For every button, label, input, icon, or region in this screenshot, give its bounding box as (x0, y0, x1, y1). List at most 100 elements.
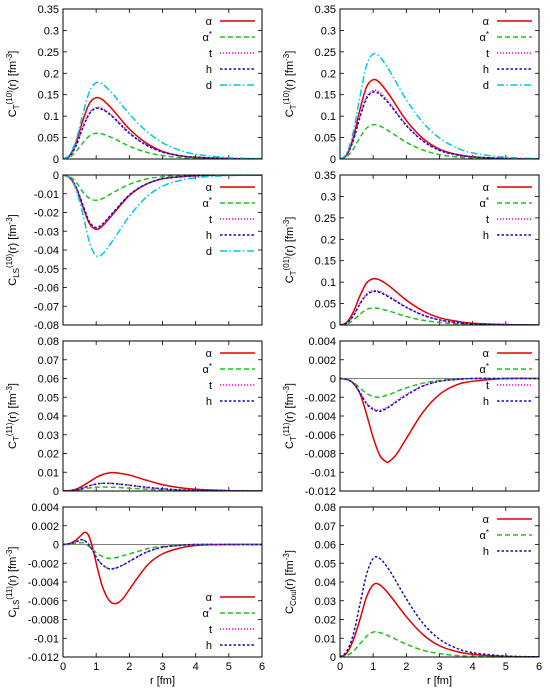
y-tick-label: 0.25 (38, 47, 59, 59)
y-tick-label: -0.008 (305, 449, 336, 461)
y-tick-label: 0.004 (31, 502, 59, 514)
y-tick-label: 0.01 (315, 633, 336, 645)
y-tick-label: -0.004 (28, 577, 59, 589)
series-line-h (340, 556, 539, 657)
y-tick-label: 0.08 (315, 502, 336, 514)
y-tick-label: 0 (330, 154, 336, 166)
plot-frame (339, 8, 540, 160)
y-tick-label: 0.04 (315, 577, 336, 589)
legend-label-alpha_star: α* (480, 30, 489, 44)
y-tick-label: -0.01 (34, 633, 59, 645)
series-line-t (63, 175, 262, 230)
legend-label-alpha: α (483, 514, 490, 526)
y-tick-label: -0.02 (34, 208, 59, 220)
y-tick-label: 0.3 (44, 25, 59, 37)
y-axis-label: CT(11)(r) [fm-3] (282, 383, 298, 449)
x-tick-label: 6 (536, 661, 542, 673)
series-line-alpha (340, 377, 539, 464)
series-line-t (63, 106, 262, 159)
y-tick-label: -0.012 (28, 652, 59, 664)
y-tick-label: 0.002 (31, 521, 59, 533)
chart-panel-row4-right: 0 0.01 0.02 0.03 0.04 0.05 0.06 0.07 0.08 0 1 2 3 4 5 6… (282, 502, 542, 687)
series-line-alpha_star (63, 132, 262, 159)
legend-label-t: t (486, 214, 489, 226)
legend-label-alpha: α (206, 348, 213, 360)
y-axis-label: CT(11)(r) [fm-3] (5, 383, 21, 449)
y-tick-label: 0.004 (308, 336, 336, 348)
series-line-alpha (340, 277, 539, 325)
y-tick-label: 0.05 (38, 133, 59, 145)
plot-frame (62, 8, 263, 160)
x-tick-label: 4 (470, 661, 476, 673)
legend-label-h: h (206, 640, 212, 652)
plot-frame (62, 506, 263, 658)
x-tick-label: 6 (259, 661, 265, 673)
series-line-alpha_star (340, 631, 539, 657)
x-tick-label: 2 (403, 661, 409, 673)
series-line-alpha_star (340, 123, 539, 159)
y-tick-label: -0.01 (311, 467, 336, 479)
legend-label-alpha: α (483, 182, 490, 194)
y-axis-label: CLS(10)(r) [fm-3] (5, 214, 21, 286)
x-tick-label: 5 (226, 661, 232, 673)
y-tick-label: 0.07 (38, 355, 59, 367)
legend-label-h: h (206, 230, 212, 242)
y-tick-label: 0.02 (38, 449, 59, 461)
legend-label-t: t (486, 48, 489, 60)
y-tick-label: 0.2 (44, 68, 59, 80)
legend-label-alpha_star: α* (480, 528, 489, 542)
y-tick-label: 0.3 (321, 25, 336, 37)
y-tick-label: 0 (330, 320, 336, 332)
y-tick-label: -0.012 (305, 486, 336, 498)
legend-label-t: t (209, 624, 212, 636)
y-tick-label: 0.04 (38, 411, 59, 423)
y-axis-label: CLS(11)(r) [fm-3] (5, 547, 21, 618)
legend-label-t: t (209, 380, 212, 392)
y-tick-label: 0.05 (315, 133, 336, 145)
y-tick-label: 0.03 (315, 596, 336, 608)
plot-frame (62, 340, 263, 492)
plot-frame (339, 506, 540, 658)
y-tick-label: -0.01 (34, 189, 59, 201)
series-line-d (340, 52, 539, 159)
y-tick-label: 0.05 (315, 558, 336, 570)
x-axis-label: r [fm] (150, 675, 175, 687)
chart-panel-row3-left: 0 0.01 0.02 0.03 0.04 0.05 0.06 0.07 0.08 α α* th CT… (5, 336, 263, 498)
x-tick-label: 0 (337, 661, 343, 673)
y-tick-label: -0.006 (28, 596, 59, 608)
y-tick-label: 0.35 (315, 170, 336, 182)
y-tick-label: 0.03 (38, 430, 59, 442)
x-tick-label: 1 (93, 661, 99, 673)
y-tick-label: 0.06 (315, 540, 336, 552)
y-axis-label: CCoul(r) [fm-3] (282, 550, 298, 614)
x-tick-label: 4 (193, 661, 199, 673)
series-line-h (340, 91, 539, 159)
y-tick-label: -0.07 (34, 301, 59, 313)
x-tick-label: 3 (159, 661, 165, 673)
legend-label-alpha_star: α* (480, 362, 489, 376)
y-tick-label: -0.03 (34, 226, 59, 238)
y-tick-label: 0.08 (38, 336, 59, 348)
series-line-h (63, 175, 262, 229)
legend-label-alpha: α (206, 592, 213, 604)
x-axis-label: r [fm] (427, 675, 452, 687)
y-tick-label: 0.05 (315, 299, 336, 311)
series-line-alpha (63, 531, 262, 605)
y-tick-label: 0.3 (321, 191, 336, 203)
legend-label-alpha_star: α* (203, 606, 212, 620)
y-tick-label: 0.01 (38, 467, 59, 479)
y-tick-label: 0 (330, 652, 336, 664)
y-tick-label: 0.02 (315, 615, 336, 627)
series-line-alpha (63, 471, 262, 491)
legend-label-h: h (483, 396, 489, 408)
y-tick-label: -0.006 (305, 430, 336, 442)
plot-frame (339, 174, 540, 326)
legend-label-alpha: α (206, 16, 213, 28)
y-tick-label: 0.002 (308, 355, 336, 367)
legend-label-h: h (483, 546, 489, 558)
y-tick-label: 0.25 (315, 213, 336, 225)
legend-label-alpha_star: α* (480, 196, 489, 210)
y-tick-label: 0.35 (315, 4, 336, 16)
legend-label-t: t (209, 48, 212, 60)
